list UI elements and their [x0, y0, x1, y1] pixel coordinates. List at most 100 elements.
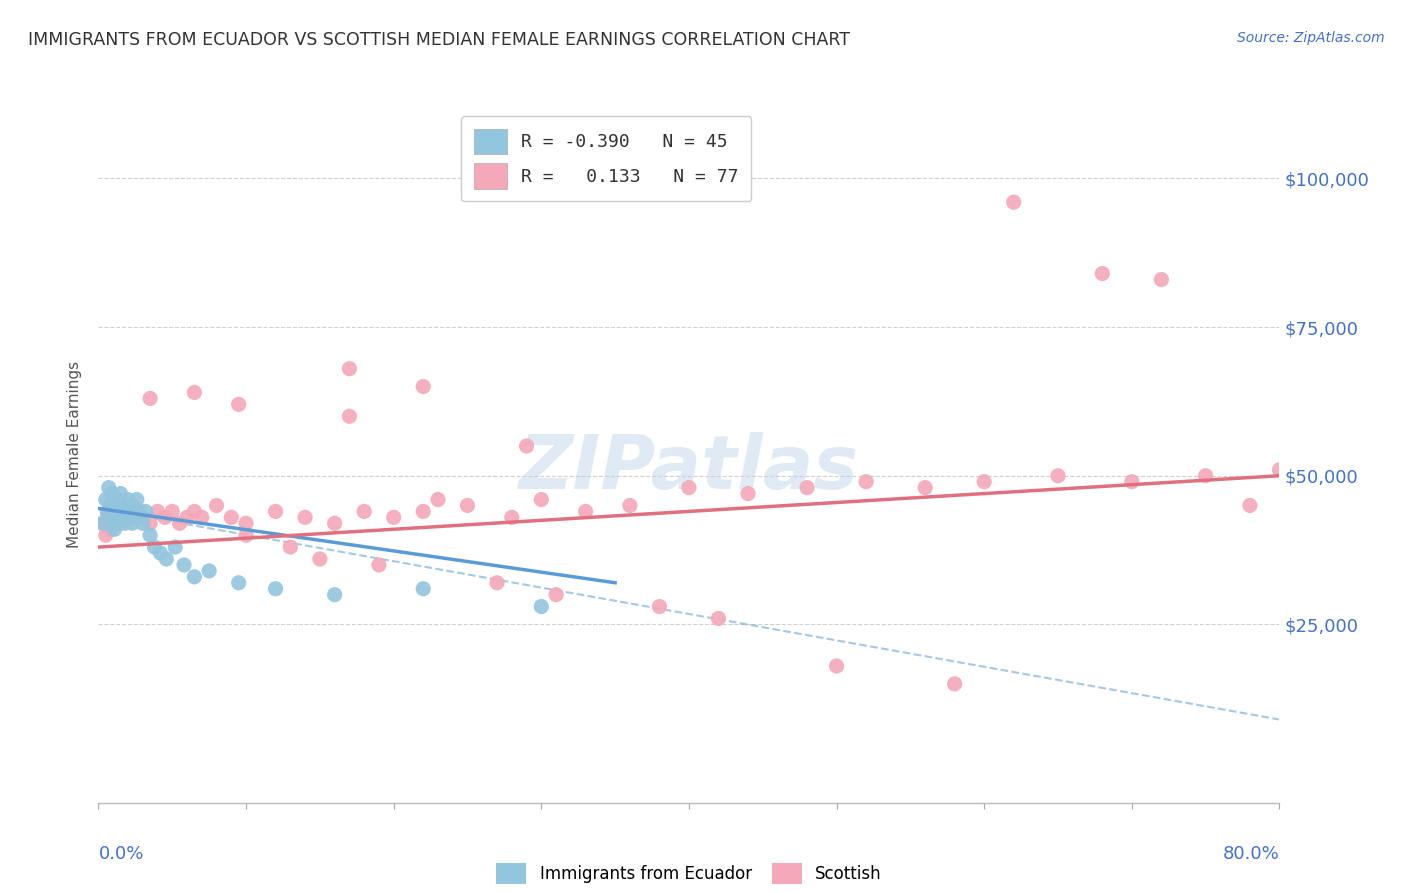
- Point: [221, 510, 243, 524]
- Point: [125, 492, 148, 507]
- Point: [412, 379, 434, 393]
- Point: [153, 510, 176, 524]
- Point: [115, 510, 138, 524]
- Point: [112, 499, 135, 513]
- Point: [1150, 272, 1173, 286]
- Point: [97, 481, 120, 495]
- Point: [530, 599, 553, 614]
- Point: [110, 504, 132, 518]
- Point: [339, 361, 361, 376]
- Point: [139, 528, 162, 542]
- Point: [104, 492, 127, 507]
- Text: 80.0%: 80.0%: [1223, 845, 1279, 863]
- Text: ZIPatlas: ZIPatlas: [519, 433, 859, 506]
- Point: [155, 552, 177, 566]
- Point: [648, 599, 671, 614]
- Point: [103, 504, 125, 518]
- Point: [104, 522, 127, 536]
- Point: [183, 570, 205, 584]
- Point: [112, 499, 135, 513]
- Point: [169, 516, 191, 531]
- Point: [825, 659, 848, 673]
- Point: [294, 510, 316, 524]
- Point: [104, 516, 127, 531]
- Point: [530, 492, 553, 507]
- Point: [110, 504, 132, 518]
- Point: [107, 510, 129, 524]
- Point: [427, 492, 450, 507]
- Point: [412, 504, 434, 518]
- Point: [619, 499, 641, 513]
- Point: [165, 540, 187, 554]
- Point: [98, 499, 121, 513]
- Point: [96, 504, 118, 518]
- Point: [115, 510, 138, 524]
- Y-axis label: Median Female Earnings: Median Female Earnings: [67, 361, 83, 549]
- Point: [91, 516, 114, 531]
- Point: [128, 504, 150, 518]
- Point: [132, 516, 155, 531]
- Point: [280, 540, 302, 554]
- Point: [117, 504, 139, 518]
- Point: [94, 492, 117, 507]
- Point: [98, 522, 121, 536]
- Point: [796, 481, 818, 495]
- Point: [309, 552, 332, 566]
- Point: [114, 516, 136, 531]
- Point: [100, 510, 122, 524]
- Point: [516, 439, 538, 453]
- Point: [96, 510, 118, 524]
- Point: [162, 504, 183, 518]
- Point: [114, 504, 136, 518]
- Point: [149, 546, 172, 560]
- Point: [124, 510, 146, 524]
- Legend: Immigrants from Ecuador, Scottish: Immigrants from Ecuador, Scottish: [488, 855, 890, 892]
- Point: [98, 510, 121, 524]
- Point: [111, 510, 134, 524]
- Point: [107, 492, 129, 507]
- Point: [120, 504, 142, 518]
- Point: [111, 510, 134, 524]
- Point: [235, 528, 257, 542]
- Point: [132, 510, 155, 524]
- Point: [173, 558, 195, 572]
- Point: [108, 516, 131, 531]
- Point: [943, 677, 966, 691]
- Point: [191, 510, 214, 524]
- Point: [117, 492, 139, 507]
- Point: [120, 499, 142, 513]
- Point: [228, 575, 250, 590]
- Point: [108, 499, 131, 513]
- Point: [1046, 468, 1070, 483]
- Point: [228, 397, 250, 411]
- Point: [176, 510, 198, 524]
- Point: [91, 516, 114, 531]
- Point: [264, 582, 287, 596]
- Point: [114, 504, 136, 518]
- Point: [94, 528, 117, 542]
- Point: [1091, 267, 1114, 281]
- Point: [914, 481, 936, 495]
- Point: [323, 516, 346, 531]
- Point: [183, 385, 205, 400]
- Point: [575, 504, 598, 518]
- Point: [353, 504, 375, 518]
- Point: [121, 499, 143, 513]
- Point: [382, 510, 405, 524]
- Point: [128, 510, 150, 524]
- Point: [103, 504, 125, 518]
- Point: [1121, 475, 1143, 489]
- Point: [124, 504, 146, 518]
- Point: [100, 486, 122, 500]
- Point: [110, 486, 132, 500]
- Point: [205, 499, 228, 513]
- Point: [143, 540, 166, 554]
- Point: [139, 516, 162, 531]
- Point: [135, 504, 157, 518]
- Point: [457, 499, 479, 513]
- Point: [235, 516, 257, 531]
- Point: [118, 510, 141, 524]
- Text: 0.0%: 0.0%: [98, 845, 143, 863]
- Point: [139, 392, 162, 406]
- Point: [339, 409, 361, 424]
